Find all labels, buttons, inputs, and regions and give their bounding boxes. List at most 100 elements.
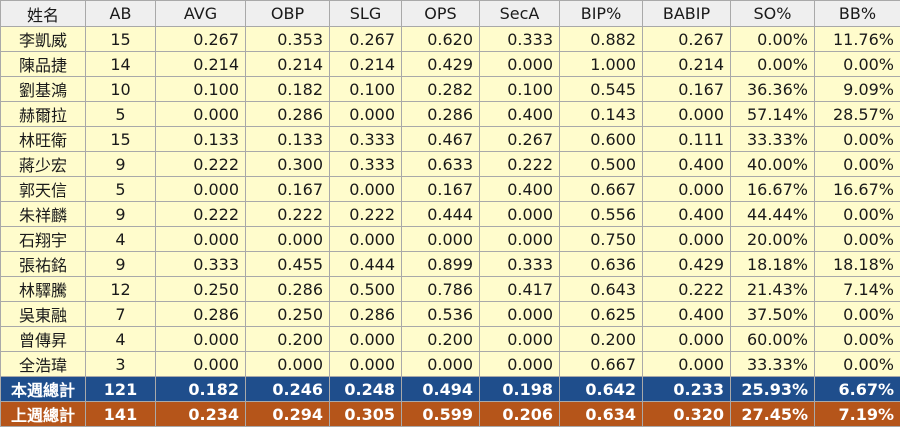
stat-cell-babip: 0.429 [642,251,731,277]
stat-cell-avg: 0.333 [155,251,246,277]
stat-cell-babip: 0.000 [642,226,731,252]
column-header-ops[interactable]: OPS [401,0,480,27]
stat-cell-ops: 0.899 [401,251,480,277]
stat-cell-seca: 0.000 [479,301,560,327]
player-name-cell: 吳東融 [0,301,86,327]
stat-cell-obp: 0.133 [245,126,330,152]
stat-cell-bb-pct: 18.18% [814,251,900,277]
stat-cell-so-pct: 0.00% [730,26,815,52]
stat-cell-slg: 0.000 [329,176,402,202]
last-week-total-row: 上週總計 141 0.234 0.294 0.305 0.599 0.206 0.634 0.3… [0,401,900,427]
stat-cell-seca: 0.100 [479,76,560,102]
player-name-cell: 劉基鴻 [0,76,86,102]
stat-cell-so-pct: 33.33% [730,126,815,152]
table-row: 林驛騰 12 0.250 0.286 0.500 0.786 0.417 0.643 0.222… [0,276,900,302]
player-name-cell: 林驛騰 [0,276,86,302]
stat-cell-so-pct: 16.67% [730,176,815,202]
stat-cell-bb-pct: 0.00% [814,301,900,327]
stat-cell-avg: 0.222 [155,151,246,177]
column-header-so-pct[interactable]: SO% [730,0,815,27]
stat-cell-avg: 0.250 [155,276,246,302]
header-row: 姓名 AB AVG OBP SLG OPS SecA BIP% BABIP SO% BB% [0,0,900,27]
stat-cell-obp: 0.286 [245,101,330,127]
player-name-cell: 陳品捷 [0,51,86,77]
stat-cell-obp: 0.222 [245,201,330,227]
total-cell-ab: 121 [85,376,156,402]
stat-cell-bip-pct: 0.200 [559,326,643,352]
stat-cell-bip-pct: 0.625 [559,301,643,327]
column-header-bip-pct[interactable]: BIP% [559,0,643,27]
stat-cell-slg: 0.100 [329,76,402,102]
stat-cell-bb-pct: 0.00% [814,151,900,177]
stat-cell-avg: 0.286 [155,301,246,327]
stat-cell-bip-pct: 0.600 [559,126,643,152]
stat-cell-obp: 0.200 [245,326,330,352]
stat-cell-babip: 0.111 [642,126,731,152]
stat-cell-bip-pct: 1.000 [559,51,643,77]
column-header-ab[interactable]: AB [85,0,156,27]
stat-cell-ops: 0.429 [401,51,480,77]
stat-cell-bb-pct: 9.09% [814,76,900,102]
column-header-bb-pct[interactable]: BB% [814,0,900,27]
column-header-slg[interactable]: SLG [329,0,402,27]
stat-cell-slg: 0.000 [329,326,402,352]
stat-cell-slg: 0.333 [329,151,402,177]
stat-cell-seca: 0.400 [479,101,560,127]
stat-cell-slg: 0.000 [329,351,402,377]
total-label-cell: 本週總計 [0,376,86,402]
stat-cell-bip-pct: 0.750 [559,226,643,252]
stat-cell-avg: 0.000 [155,226,246,252]
column-header-avg[interactable]: AVG [155,0,246,27]
stat-cell-so-pct: 20.00% [730,226,815,252]
stat-cell-ops: 0.633 [401,151,480,177]
stat-cell-babip: 0.167 [642,76,731,102]
stat-cell-ops: 0.282 [401,76,480,102]
stat-cell-seca: 0.000 [479,351,560,377]
stat-cell-ab: 15 [85,126,156,152]
stat-cell-seca: 0.000 [479,326,560,352]
stat-cell-avg: 0.222 [155,201,246,227]
total-cell-obp: 0.294 [245,401,330,427]
stat-cell-so-pct: 0.00% [730,51,815,77]
total-label-cell: 上週總計 [0,401,86,427]
column-header-name[interactable]: 姓名 [0,0,86,27]
stat-cell-avg: 0.000 [155,351,246,377]
stat-cell-ops: 0.000 [401,351,480,377]
table-row: 吳東融 7 0.286 0.250 0.286 0.536 0.000 0.625 0.400 3… [0,301,900,327]
table-row: 陳品捷 14 0.214 0.214 0.214 0.429 0.000 1.000 0.214… [0,51,900,77]
stat-cell-avg: 0.000 [155,326,246,352]
total-cell-bb-pct: 7.19% [814,401,900,427]
stat-cell-seca: 0.222 [479,151,560,177]
stat-cell-ab: 9 [85,151,156,177]
stat-cell-bb-pct: 0.00% [814,126,900,152]
stat-cell-bb-pct: 7.14% [814,276,900,302]
stat-cell-so-pct: 44.44% [730,201,815,227]
stat-cell-ab: 9 [85,201,156,227]
stat-cell-slg: 0.000 [329,101,402,127]
this-week-total-row: 本週總計 121 0.182 0.246 0.248 0.494 0.198 0.642 0.2… [0,376,900,402]
column-header-babip[interactable]: BABIP [642,0,731,27]
total-cell-slg: 0.305 [329,401,402,427]
stat-cell-babip: 0.000 [642,101,731,127]
stat-cell-obp: 0.000 [245,226,330,252]
stat-cell-obp: 0.455 [245,251,330,277]
column-header-obp[interactable]: OBP [245,0,330,27]
table-row: 全浩瑋 3 0.000 0.000 0.000 0.000 0.000 0.667 0.000 3… [0,351,900,377]
stat-cell-ab: 15 [85,26,156,52]
total-cell-bip-pct: 0.634 [559,401,643,427]
table-body: 李凱威 15 0.267 0.353 0.267 0.620 0.333 0.882 0.267… [0,26,900,427]
total-cell-seca: 0.198 [479,376,560,402]
stat-cell-avg: 0.133 [155,126,246,152]
stat-cell-bip-pct: 0.882 [559,26,643,52]
total-cell-bb-pct: 6.67% [814,376,900,402]
stat-cell-babip: 0.267 [642,26,731,52]
total-cell-so-pct: 27.45% [730,401,815,427]
column-header-seca[interactable]: SecA [479,0,560,27]
stat-cell-seca: 0.267 [479,126,560,152]
stat-cell-ab: 10 [85,76,156,102]
stat-cell-bip-pct: 0.636 [559,251,643,277]
stat-cell-seca: 0.400 [479,176,560,202]
stat-cell-ops: 0.467 [401,126,480,152]
stat-cell-babip: 0.214 [642,51,731,77]
player-name-cell: 郭天信 [0,176,86,202]
